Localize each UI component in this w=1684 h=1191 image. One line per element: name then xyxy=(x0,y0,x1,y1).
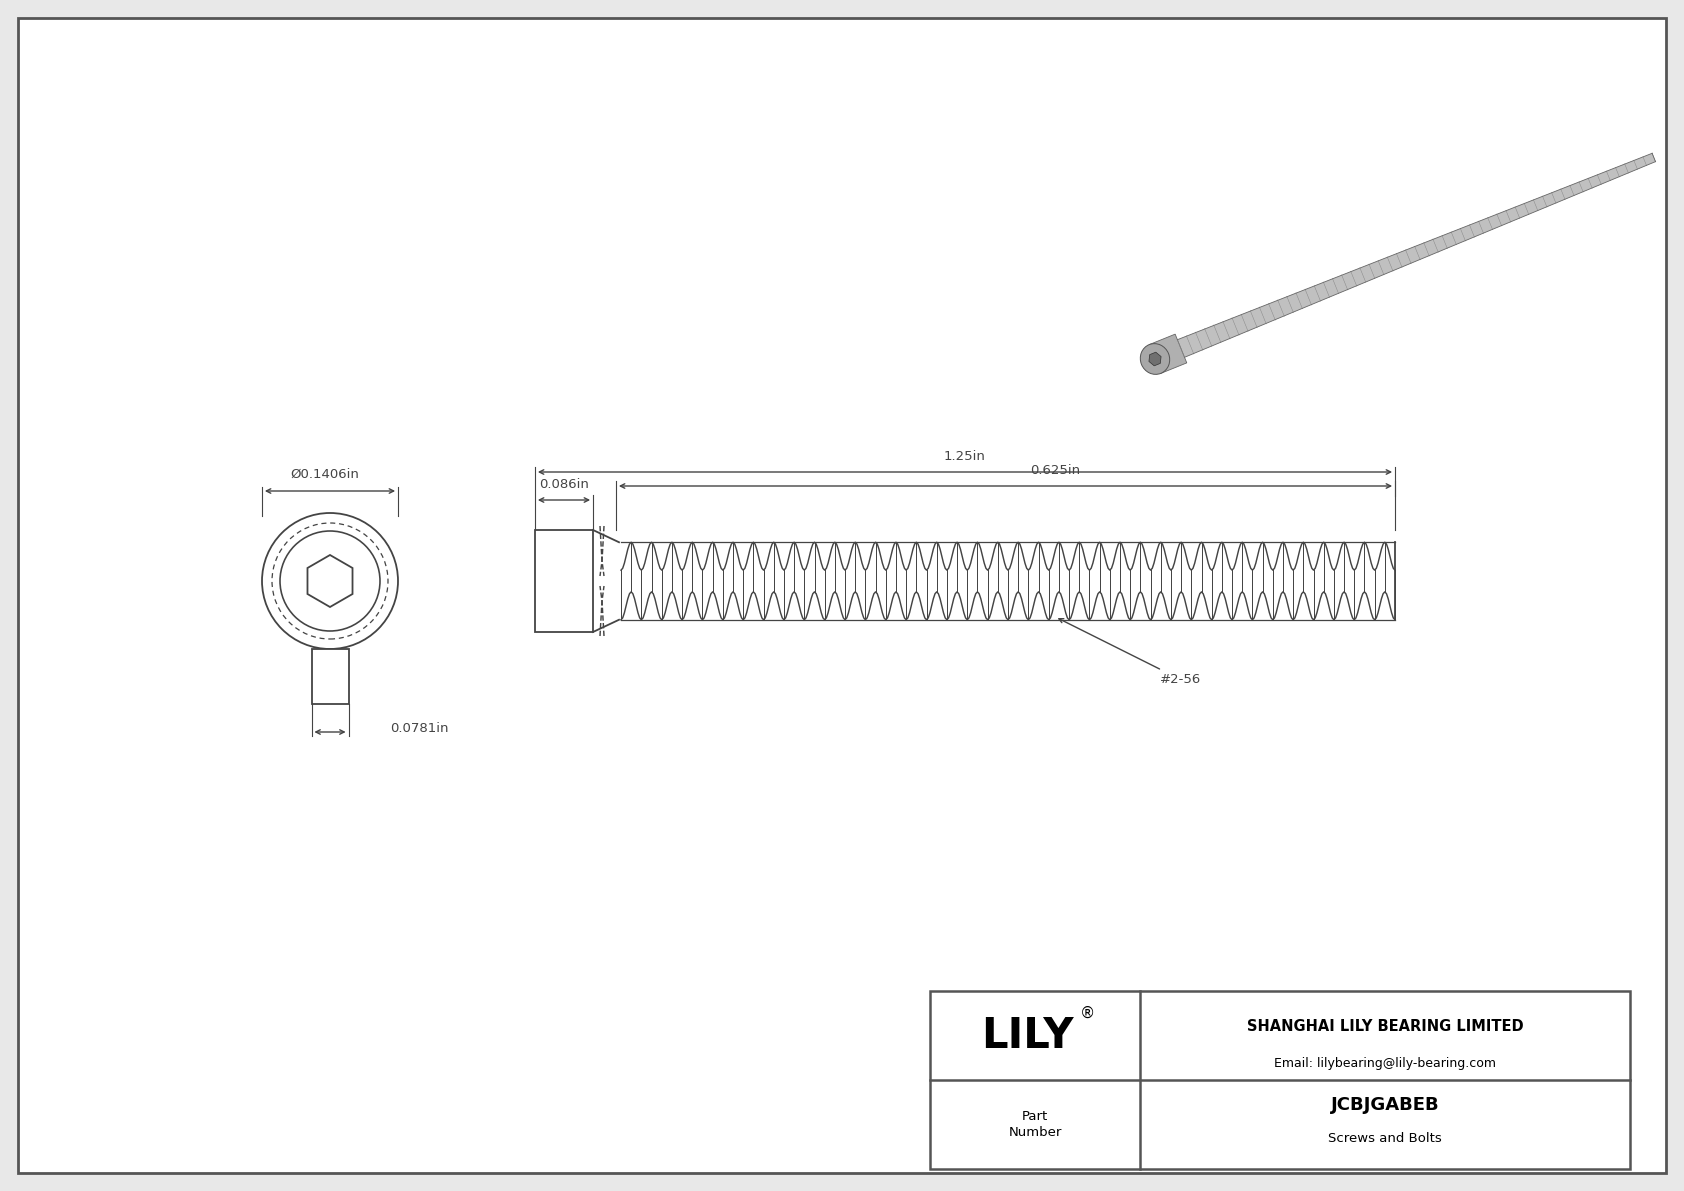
Text: Part
Number: Part Number xyxy=(1009,1110,1061,1139)
Text: LILY: LILY xyxy=(980,1015,1073,1056)
Text: 1.25in: 1.25in xyxy=(945,450,985,463)
Text: JCBJGABEB: JCBJGABEB xyxy=(1330,1096,1440,1114)
Polygon shape xyxy=(1148,335,1187,373)
Text: 0.0781in: 0.0781in xyxy=(391,722,448,735)
Text: SHANGHAI LILY BEARING LIMITED: SHANGHAI LILY BEARING LIMITED xyxy=(1246,1019,1524,1034)
Text: Screws and Bolts: Screws and Bolts xyxy=(1329,1133,1442,1146)
Bar xyxy=(536,530,593,632)
Polygon shape xyxy=(1177,154,1655,357)
Ellipse shape xyxy=(280,531,381,631)
Text: 0.625in: 0.625in xyxy=(1031,464,1081,478)
Polygon shape xyxy=(1148,353,1160,366)
Ellipse shape xyxy=(263,513,397,649)
Ellipse shape xyxy=(1140,344,1170,374)
Bar xyxy=(312,649,349,704)
Text: #2-56: #2-56 xyxy=(1059,618,1201,686)
Bar xyxy=(930,991,1630,1170)
Text: Email: lilybearing@lily-bearing.com: Email: lilybearing@lily-bearing.com xyxy=(1275,1058,1495,1071)
Text: 0.086in: 0.086in xyxy=(539,478,589,491)
Text: ®: ® xyxy=(1079,1006,1095,1021)
Text: Ø0.1406in: Ø0.1406in xyxy=(291,468,359,481)
Polygon shape xyxy=(308,555,352,607)
